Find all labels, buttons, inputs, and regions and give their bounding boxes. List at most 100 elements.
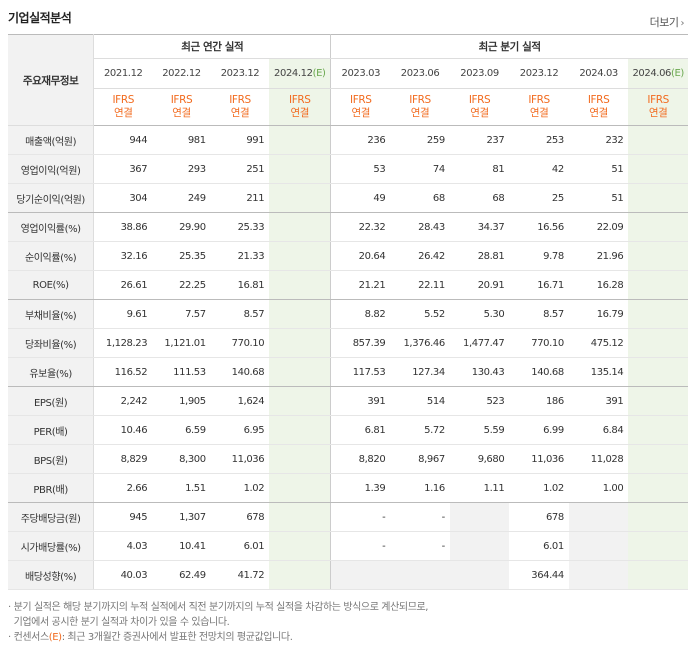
ifrs-consolidated-label: IFRS 연결 (93, 88, 153, 126)
more-label: 더보기 (649, 16, 679, 29)
quarter-cell (330, 560, 391, 590)
annual-cell (269, 473, 331, 503)
table-row: 시가배당률(%) 4.03 10.41 6.01- -6.01 (8, 531, 688, 561)
annual-cell (269, 560, 331, 590)
quarter-cell: 5.52 (390, 299, 450, 329)
quarter-cell (628, 357, 688, 387)
annual-cell (269, 531, 331, 561)
footnote-1-cont: 기업에서 공시한 분기 실적과 차이가 있을 수 있습니다. (13, 617, 230, 628)
row-label: PER(배) (8, 415, 95, 445)
quarter-cell: 1.11 (449, 473, 510, 503)
annual-cell (269, 502, 331, 532)
row-label-header: 주요재무정보 (8, 34, 95, 126)
annual-cell: 8.57 (210, 299, 270, 329)
quarter-cell: 74 (390, 154, 450, 184)
annual-cell: 1.02 (210, 473, 270, 503)
annual-cell: 981 (152, 125, 211, 155)
annual-cell (269, 357, 331, 387)
quarter-cell: 5.72 (390, 415, 450, 445)
quarter-cell: 20.91 (449, 270, 510, 300)
annual-cell: 4.03 (93, 531, 153, 561)
quarter-cell: - (390, 531, 450, 561)
ifrs-consolidated-label: IFRS 연결 (330, 88, 391, 126)
quarter-cell (628, 415, 688, 445)
annual-cell: 304 (93, 183, 153, 213)
ifrs-consolidated-label: IFRS 연결 (449, 88, 510, 126)
table-row: 당좌비율(%) 1,128.23 1,121.01 770.10 857.39 1,376… (8, 328, 688, 358)
quarter-cell: 186 (509, 386, 569, 416)
quarter-cell: 49 (330, 183, 391, 213)
quarter-cell: 20.64 (330, 241, 391, 271)
header-group-row: 주요재무정보 최근 연간 실적 최근 분기 실적 (8, 34, 688, 126)
table-row: 순이익률(%) 32.16 25.35 21.33 20.64 26.42 28.81 9.7… (8, 241, 688, 271)
row-label: EPS(원) (8, 386, 95, 416)
quarter-cell: 1.16 (390, 473, 450, 503)
quarter-cell: 514 (390, 386, 450, 416)
quarter-cell: 28.81 (449, 241, 510, 271)
period-quarter: 2023.03 (330, 58, 391, 89)
annual-cell (269, 386, 331, 416)
ifrs-consolidated-label: IFRS 연결 (568, 88, 629, 126)
quarter-cell: 16.71 (509, 270, 569, 300)
annual-cell: 991 (210, 125, 270, 155)
quarter-cell: - (330, 502, 391, 532)
quarter-cell: 16.28 (568, 270, 629, 300)
table-row: PBR(배) 2.66 1.51 1.02 1.39 1.16 1.11 1.02 1.00 (8, 473, 688, 503)
quarter-cell (628, 473, 688, 503)
quarter-cell: 1.02 (509, 473, 569, 503)
quarter-cell: 34.37 (449, 212, 510, 242)
annual-cell: 2,242 (93, 386, 153, 416)
quarter-cell: 22.11 (390, 270, 450, 300)
table-row: 당기순이익(억원) 304 249 211 49 68 68 25 51 (8, 183, 688, 213)
annual-cell: 140.68 (210, 357, 270, 387)
ifrs-consolidated-label: IFRS 연결 (390, 88, 450, 126)
period-quarter-estimate: 2024.06(E) (628, 58, 688, 89)
quarter-cell: 11,028 (568, 444, 629, 474)
quarter-cell: 770.10 (509, 328, 569, 358)
quarter-cell: 21.96 (568, 241, 629, 271)
quarter-cell: 6.99 (509, 415, 569, 445)
annual-cell: 26.61 (93, 270, 153, 300)
row-label: 배당성향(%) (8, 560, 95, 590)
quarter-cell: 135.14 (568, 357, 629, 387)
annual-cell: 62.49 (152, 560, 211, 590)
quarter-cell: 1,376.46 (390, 328, 450, 358)
quarter-cell: 364.44 (509, 560, 569, 590)
quarter-cell (628, 270, 688, 300)
quarter-cell: 127.34 (390, 357, 450, 387)
quarter-cell: 53 (330, 154, 391, 184)
quarter-cell: 130.43 (449, 357, 510, 387)
quarter-cell (628, 183, 688, 213)
quarter-cell: 42 (509, 154, 569, 184)
annual-cell: 22.25 (152, 270, 211, 300)
row-label: 당좌비율(%) (8, 328, 95, 358)
annual-cell: 8,300 (152, 444, 211, 474)
annual-cell (269, 415, 331, 445)
annual-cell: 21.33 (210, 241, 270, 271)
annual-cell: 1,307 (152, 502, 211, 532)
annual-cell: 249 (152, 183, 211, 213)
quarter-cell (628, 328, 688, 358)
quarter-cell: 391 (330, 386, 391, 416)
row-label: 주당배당금(원) (8, 502, 95, 532)
quarter-cell (628, 125, 688, 155)
table-row: 매출액(억원) 944 981 991 236 259 237 253 232 (8, 125, 688, 155)
table-row: 영업이익(억원) 367 293 251 53 74 81 42 51 (8, 154, 688, 184)
annual-cell: 944 (93, 125, 153, 155)
row-label: 당기순이익(억원) (8, 183, 95, 213)
more-link[interactable]: 더보기 › (649, 14, 685, 30)
annual-cell: 11,036 (210, 444, 270, 474)
annual-cell (269, 241, 331, 271)
annual-cell (269, 270, 331, 300)
quarter-cell (568, 531, 629, 561)
period-quarter: 2024.03 (568, 58, 629, 89)
quarter-cell: 8.82 (330, 299, 391, 329)
quarter-cell: 28.43 (390, 212, 450, 242)
row-label: 유보율(%) (8, 357, 95, 387)
quarter-cell: 857.39 (330, 328, 391, 358)
annual-cell: 25.33 (210, 212, 270, 242)
quarter-cell: 22.32 (330, 212, 391, 242)
quarter-cell (390, 560, 450, 590)
table-row: 유보율(%) 116.52 111.53 140.68 117.53 127.34 130.… (8, 357, 688, 387)
annual-cell: 367 (93, 154, 153, 184)
